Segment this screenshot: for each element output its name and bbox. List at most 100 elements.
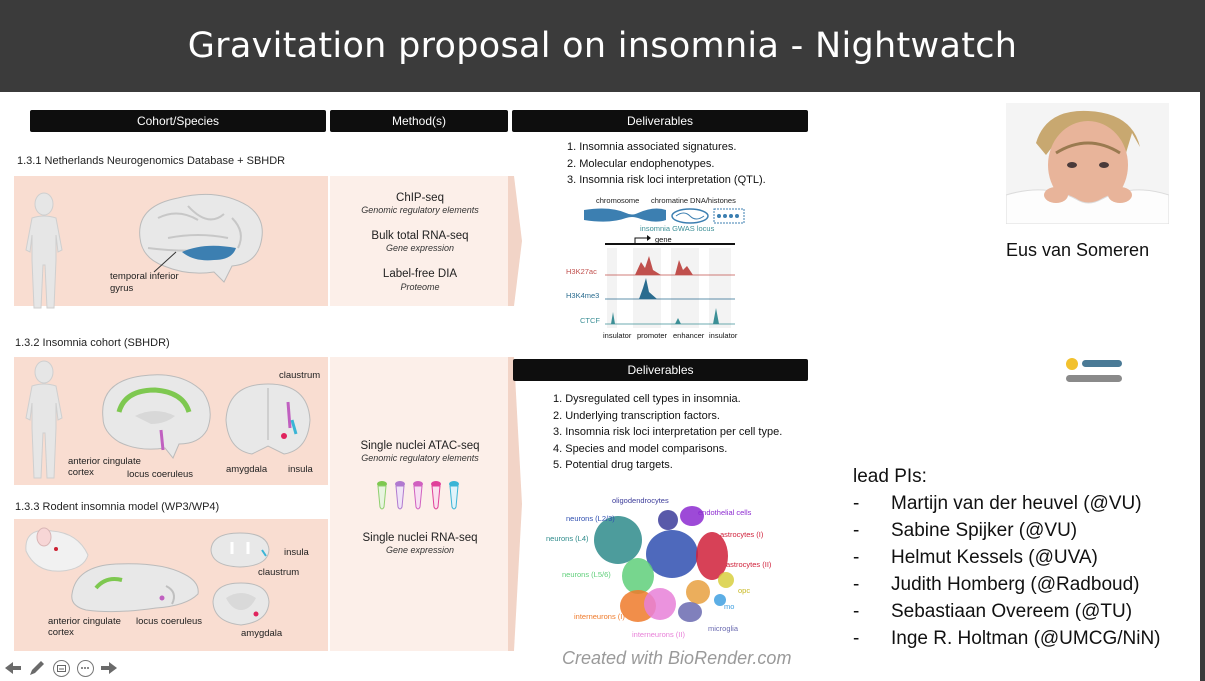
umap-label-interneurons-2: interneurons (II) (632, 630, 685, 639)
list-dash: - (853, 601, 860, 622)
method-chip-seq-sub: Genomic regulatory elements (361, 205, 479, 215)
header-methods: Method(s) (330, 110, 508, 132)
bottom-label-enhancer: enhancer (673, 331, 705, 340)
deliverable-item: 5. Potential drug targets. (553, 459, 673, 471)
label-anterior-cingulate-rodent: anterior cingulate cortex (48, 616, 121, 638)
bottom-label-insulator: insulator (603, 331, 632, 340)
method-dia: Label-free DIA (382, 268, 458, 280)
umap-label-interneurons-1: interneurons (I) (574, 612, 625, 621)
method-bulk-rna-sub: Gene expression (385, 243, 455, 253)
method-chip-seq: ChIP-seq (396, 192, 444, 204)
label-gwas-locus: insomnia GWAS locus (640, 224, 715, 233)
umap-label-neurons-l4: neurons (L4) (546, 534, 589, 543)
deliverable-item: 2. Underlying transcription factors. (553, 409, 720, 422)
deliverable-item: 3. Insomnia risk loci interpretation (QT… (567, 174, 766, 186)
label-chromosome: chromosome (596, 196, 640, 205)
rodent-brain-sagittal-icon (71, 563, 199, 613)
deliverable-item: 1. Insomnia associated signatures. (567, 141, 737, 153)
title-bar: Gravitation proposal on insomnia - Night… (0, 0, 1205, 92)
rat-icon (25, 527, 89, 572)
pi-list-name: Helmut Kessels (@UVA) (891, 547, 1098, 568)
label-temporal-inferior: temporal inferior gyrus (110, 271, 179, 294)
header-cohort: Cohort/Species (30, 110, 326, 132)
method-atac-seq: Single nuclei ATAC-seq (360, 440, 480, 452)
pi-portrait-photo (1006, 103, 1169, 224)
locus-line (605, 235, 735, 245)
brain-sagittal-icon (102, 374, 211, 459)
presenter-logo-icon (1066, 358, 1122, 382)
slide-title: Gravitation proposal on insomnia - Night… (187, 26, 1018, 66)
label-locus-coeruleus: locus coeruleus (127, 469, 194, 480)
pi-list-item: - Martijn van der heuvel (@VU) (853, 493, 1142, 515)
pi-list-name: Sabine Spijker (@VU) (891, 520, 1078, 541)
human-silhouette-icon (25, 192, 63, 309)
more-icon[interactable] (74, 657, 96, 679)
pi-list-item: - Inge R. Holtman (@UMCG/NiN) (853, 628, 1161, 650)
umap-label-astrocytes-1: astrocytes (I) (720, 530, 764, 539)
deliverable-item: 4. Species and model comparisons. (553, 442, 728, 455)
umap-label-microglia: microglia (708, 624, 739, 633)
label-amygdala-rodent: amygdala (241, 628, 283, 639)
arrow-right-icon[interactable] (98, 657, 120, 679)
list-dash: - (853, 628, 860, 649)
section-label-3: 1.3.3 Rodent insomnia model (WP3/WP4) (15, 501, 220, 513)
umap-label-opc: opc (738, 586, 751, 595)
method-bulk-rna: Bulk total RNA-seq (371, 230, 469, 242)
pi-list-item: - Helmut Kessels (@UVA) (853, 547, 1098, 569)
section-label-1: 1.3.1 Netherlands Neurogenomics Database… (17, 155, 286, 167)
section-label-2: 1.3.2 Insomnia cohort (SBHDR) (15, 337, 170, 349)
deliverables-list-2: 1. Dysregulated cell types in insomnia. … (553, 391, 782, 474)
label-gene: gene (655, 235, 672, 244)
rodent-brain-coronal-1-icon (210, 532, 270, 568)
umap-label-astrocytes-2: astrocytes (II) (726, 560, 772, 569)
bottom-label-promoter: promoter (637, 331, 668, 340)
label-claustrum-rodent: claustrum (258, 567, 300, 578)
label-insula: insula (288, 464, 313, 475)
biorender-watermark: Created with BioRender.com (562, 648, 792, 668)
umap-label-neurons-l23: neurons (L2/3) (566, 514, 615, 523)
label-dna-histones: DNA/histones (690, 196, 736, 205)
umap-label-neurons-l56: neurons (L5/6) (562, 570, 611, 579)
presentation-toolbar (2, 656, 120, 680)
label-anterior-cingulate: anterior cingulate cortex (68, 456, 141, 478)
pi-list-item: - Judith Homberg (@Radboud) (853, 574, 1139, 596)
list-dash: - (853, 520, 860, 541)
method-snrna-seq-sub: Gene expression (385, 545, 455, 555)
list-dash: - (853, 547, 860, 568)
header-deliverables-2: Deliverables (513, 359, 808, 381)
arrow-left-icon[interactable] (2, 657, 24, 679)
pen-icon[interactable] (26, 657, 48, 679)
label-insula-rodent: insula (284, 547, 309, 558)
subtitles-icon[interactable] (50, 657, 72, 679)
window-edge (1200, 92, 1205, 681)
track-label-h3k4me3: H3K4me3 (566, 291, 600, 300)
brain-coronal-icon (225, 383, 311, 455)
pi-list-item: - Sabine Spijker (@VU) (853, 520, 1077, 542)
human-silhouette-icon (25, 360, 63, 479)
method-snrna-seq: Single nuclei RNA-seq (362, 532, 478, 544)
pi-list-name: Sebastiaan Overeem (@TU) (891, 601, 1133, 622)
lead-pis-heading: lead PIs: (853, 466, 927, 487)
deliverables-list-1: 1. Insomnia associated signatures. 2. Mo… (567, 139, 766, 189)
header-deliverables: Deliverables (512, 110, 808, 132)
deliverable-item: 1. Dysregulated cell types in insomnia. (553, 393, 741, 405)
umap-points (594, 506, 734, 622)
method-panel-1 (330, 176, 510, 306)
list-dash: - (853, 574, 860, 595)
pi-list-item: - Sebastiaan Overeem (@TU) (853, 601, 1132, 623)
list-dash: - (853, 493, 860, 514)
label-chromatine: chromatine (651, 196, 689, 205)
chromosome-schematic-icon (584, 208, 745, 224)
pi-list-name: Inge R. Holtman (@UMCG/NiN) (891, 628, 1161, 649)
method-dia-sub: Proteome (400, 282, 440, 292)
track-label-ctcf: CTCF (580, 316, 600, 325)
deliverable-item: 2. Molecular endophenotypes. (567, 157, 715, 170)
bottom-label-insulator: insulator (709, 331, 738, 340)
umap-label-endothelial: endothelial cells (698, 508, 752, 517)
pi-name: Eus van Someren (1006, 240, 1150, 260)
track-label-h3k27ac: H3K27ac (566, 267, 597, 276)
rodent-brain-coronal-2-icon (212, 582, 270, 626)
label-claustrum: claustrum (279, 370, 321, 381)
arrow-panel-2 (508, 357, 522, 651)
